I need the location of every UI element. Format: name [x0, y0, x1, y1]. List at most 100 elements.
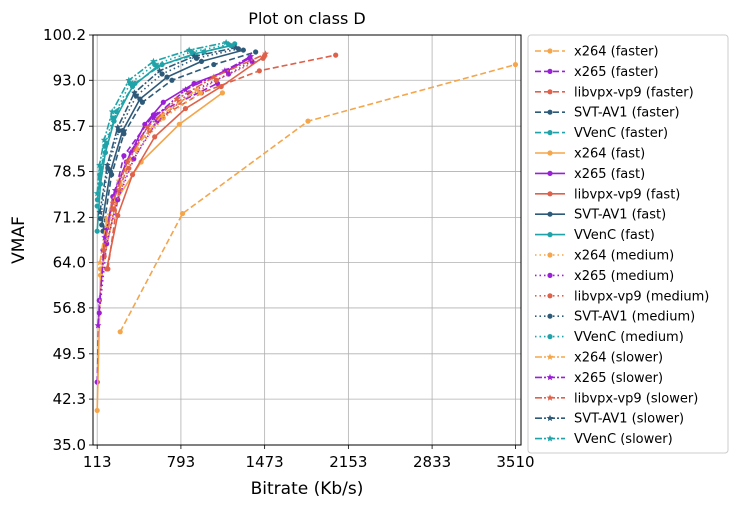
x-tick-label: 2833: [413, 453, 451, 471]
data-point: [111, 186, 119, 194]
legend-marker: [547, 109, 553, 115]
data-point: [104, 266, 110, 272]
legend-item-libvpx-vp9-medium: libvpx-vp9 (medium): [535, 289, 709, 304]
legend-item-vvenc-medium: VVenC (medium): [535, 330, 684, 345]
legend-marker: [547, 48, 553, 54]
data-point: [115, 212, 121, 219]
legend-marker: [547, 313, 553, 319]
data-point: [211, 61, 217, 68]
data-point: [176, 121, 182, 127]
legend-item-libvpx-vp9-slower: libvpx-vp9 (slower): [535, 391, 698, 406]
data-point: [96, 310, 102, 316]
y-tick-label: 56.8: [53, 299, 86, 317]
data-point: [116, 127, 122, 134]
data-point: [125, 76, 133, 84]
data-point: [94, 228, 100, 234]
series-svt-av1-slower: [96, 43, 240, 216]
data-point: [260, 55, 266, 61]
legend-item-svt-av1-medium: SVT-AV1 (medium): [535, 310, 695, 325]
grid: [93, 34, 521, 446]
data-point: [253, 49, 259, 55]
data-point: [333, 52, 339, 58]
legend: x264 (faster) x265 (faster) libvpx-vp9 (fa…: [527, 34, 729, 454]
data-point: [142, 121, 148, 127]
data-point: [158, 111, 166, 118]
data-point: [130, 89, 138, 96]
data-point: [114, 123, 122, 131]
y-tick-label: 49.5: [53, 345, 86, 363]
data-point: [100, 136, 108, 143]
legend-item-x265-slower: x265 (slower): [535, 371, 663, 386]
legend-item-x265-medium: x265 (medium): [535, 269, 674, 284]
x-tick-label: 1473: [246, 453, 284, 471]
legend-label: libvpx-vp9 (medium): [574, 289, 709, 304]
data-point: [96, 208, 104, 216]
legend-label: VVenC (slower): [574, 432, 673, 447]
data-point: [219, 90, 226, 96]
data-point: [173, 95, 181, 103]
series-line-x264-slower: [99, 89, 198, 263]
legend-marker: [547, 150, 553, 156]
data-point: [232, 43, 240, 51]
y-tick-label: 78.5: [53, 162, 86, 180]
data-point: [169, 77, 175, 83]
data-point: [512, 61, 519, 68]
data-point: [93, 189, 101, 197]
legend-item-x264-slower: x264 (slower): [535, 351, 663, 366]
legend-label: x265 (slower): [574, 371, 663, 386]
legend-marker: [546, 394, 554, 401]
data-point: [121, 153, 127, 159]
y-axis-title: VMAF: [9, 216, 29, 264]
data-point: [190, 52, 198, 60]
data-point: [102, 149, 109, 156]
plot-frame: [92, 34, 522, 446]
data-point: [96, 161, 103, 169]
data-point: [150, 57, 157, 65]
data-point: [126, 165, 132, 171]
data-point: [182, 105, 189, 112]
legend-item-svt-av1-fast: SVT-AV1 (fast): [535, 208, 666, 223]
data-point: [97, 216, 104, 222]
data-point: [103, 161, 111, 169]
series-line-vvenc-medium: [96, 43, 229, 207]
data-point: [197, 90, 203, 96]
legend-marker: [547, 130, 553, 136]
y-tick-label: 85.7: [53, 117, 86, 135]
series-line-x265-medium: [98, 60, 253, 313]
data-point: [160, 99, 166, 105]
legend-label: x265 (medium): [574, 269, 674, 284]
data-point: [305, 118, 311, 124]
y-tick-label: 35.0: [53, 436, 86, 454]
y-tick-label: 64.0: [53, 254, 86, 272]
legend-marker: [546, 414, 554, 422]
legend-item-svt-av1-faster: SVT-AV1 (faster): [535, 106, 680, 121]
legend-marker: [547, 170, 553, 176]
data-point: [247, 52, 255, 60]
legend-label: x264 (slower): [574, 351, 663, 366]
data-point: [164, 74, 170, 80]
data-point: [115, 197, 121, 203]
data-point: [101, 233, 109, 241]
data-point: [143, 123, 151, 131]
legend-label: VVenC (fast): [574, 228, 655, 243]
legend-item-vvenc-fast: VVenC (fast): [535, 228, 655, 243]
data-point: [198, 58, 205, 65]
legend-label: x264 (medium): [574, 249, 674, 264]
data-point: [99, 222, 105, 228]
legend-marker: [546, 435, 554, 442]
data-point: [191, 80, 197, 87]
legend-box: [527, 34, 729, 454]
legend-marker: [546, 373, 554, 381]
series-svt-av1-faster: [100, 49, 259, 234]
legend-label: x265 (fast): [574, 167, 645, 182]
legend-marker: [547, 211, 553, 217]
legend-label: SVT-AV1 (slower): [574, 412, 684, 427]
data-point: [111, 206, 117, 212]
data-point: [210, 73, 218, 81]
data-point: [156, 67, 164, 74]
data-point: [179, 210, 186, 217]
data-point: [109, 199, 117, 206]
x-axis-title: Bitrate (Kb/s): [251, 479, 364, 499]
data-point: [182, 86, 189, 93]
